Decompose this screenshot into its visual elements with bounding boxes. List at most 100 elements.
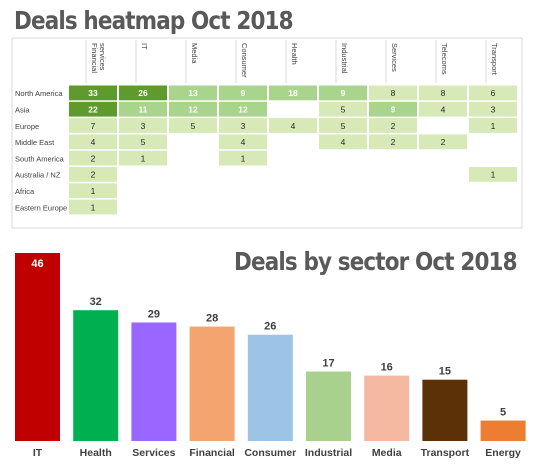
bar-value-label: 17 <box>322 358 334 370</box>
heatmap-col-label: IT <box>140 43 149 50</box>
bar-category-label: Transport <box>421 447 470 459</box>
heatmap-cell <box>369 134 417 150</box>
heatmap-cell <box>469 118 517 133</box>
heatmap-cell-value: 5 <box>341 121 346 131</box>
heatmap-chart: Financial services IT Media Consumer Health In… <box>11 37 523 229</box>
heatmap-cell <box>69 134 117 150</box>
heatmap-row-label: Europe <box>15 122 39 131</box>
heatmap-cell <box>369 101 417 117</box>
bar <box>73 310 119 441</box>
bar <box>15 253 60 441</box>
heatmap-cell <box>69 199 117 215</box>
heatmap-cell-value: 9 <box>241 88 246 98</box>
heatmap-row-label: South America <box>15 154 65 163</box>
heatmap-cell <box>469 167 517 182</box>
heatmap-cell <box>419 134 467 150</box>
heatmap-cell-value: 1 <box>491 170 496 180</box>
heatmap-cell-value: 4 <box>91 137 96 147</box>
heatmap-cell <box>319 101 367 117</box>
heatmap-cell-value: 1 <box>91 202 96 212</box>
bar-category-label: Media <box>372 447 402 459</box>
heatmap-cell-value: 2 <box>91 170 96 180</box>
heatmap-cell <box>119 101 167 117</box>
heatmap-cell-value: 1 <box>141 153 146 163</box>
heatmap-cell <box>369 118 417 133</box>
heatmap-row-label: Africa <box>15 187 35 196</box>
heatmap-cell-value: 8 <box>391 88 396 98</box>
heatmap-row-label: Asia <box>15 105 30 114</box>
heatmap-cell-value: 7 <box>91 121 96 131</box>
heatmap-title: Deals heatmap Oct 2018 <box>14 6 294 35</box>
bar <box>189 326 235 441</box>
heatmap-cell <box>69 85 117 101</box>
heatmap-cell <box>419 85 467 101</box>
bar-value-label: 32 <box>90 296 102 308</box>
heatmap-cell <box>119 118 167 133</box>
heatmap-cell <box>269 85 317 101</box>
bar <box>247 334 293 441</box>
heatmap-cell-value: 1 <box>241 153 246 163</box>
heatmap-cell <box>69 167 117 182</box>
heatmap-col-label: Consumer <box>240 43 249 78</box>
heatmap-cell <box>469 85 517 101</box>
bar-value-label: 28 <box>206 313 218 325</box>
heatmap-cell <box>469 101 517 117</box>
bar-value-label: 29 <box>148 308 160 320</box>
heatmap-col-label: Industrial <box>340 43 349 74</box>
heatmap-col-label: Telecoms <box>440 43 449 75</box>
heatmap-cell-value: 5 <box>191 121 196 131</box>
heatmap-cell-value: 9 <box>341 88 346 98</box>
heatmap-row-label: Australia / NZ <box>15 171 61 180</box>
heatmap-cell-value: 8 <box>441 88 446 98</box>
heatmap-cell-value: 3 <box>141 121 146 131</box>
bar-category-label: Industrial <box>305 447 352 459</box>
heatmap-cell <box>269 118 317 133</box>
heatmap-cell-value: 9 <box>391 104 396 114</box>
bar-value-label: 46 <box>31 258 43 270</box>
heatmap-cell-value: 1 <box>491 121 496 131</box>
bar-category-label: Consumer <box>244 447 296 459</box>
heatmap-cell-value: 12 <box>188 104 198 114</box>
bar <box>131 322 177 441</box>
heatmap-cell <box>69 118 117 133</box>
heatmap-frame <box>11 37 523 229</box>
heatmap-cell-value: 4 <box>341 137 346 147</box>
heatmap-cell <box>319 134 367 150</box>
heatmap-cell-value: 11 <box>139 104 148 114</box>
heatmap-col-label: Media <box>190 43 199 64</box>
heatmap-row-label: Eastern Europe <box>15 203 67 212</box>
heatmap-cell <box>119 134 167 150</box>
bar-value-label: 5 <box>500 407 506 419</box>
heatmap-cell-value: 4 <box>241 137 246 147</box>
heatmap-cell-value: 5 <box>341 104 346 114</box>
heatmap-cell <box>169 85 217 101</box>
heatmap-row-label: North America <box>15 89 63 98</box>
bar-category-label: Health <box>80 447 112 459</box>
heatmap-col-label: Health <box>290 43 299 65</box>
heatmap-cell <box>169 101 217 117</box>
heatmap-cell <box>219 85 267 101</box>
heatmap-cell <box>169 118 217 133</box>
heatmap-cell-value: 12 <box>238 104 248 114</box>
heatmap-row-label: Middle East <box>15 138 55 147</box>
bar <box>422 379 468 441</box>
heatmap-cell-value: 4 <box>441 104 446 114</box>
heatmap-cell-value: 2 <box>391 121 396 131</box>
heatmap-cell-value: 5 <box>141 137 146 147</box>
heatmap-cell-value: 18 <box>288 88 298 98</box>
bar <box>306 371 351 441</box>
heatmap-cell <box>69 150 117 166</box>
heatmap-cell <box>119 85 167 101</box>
heatmap-cell <box>319 118 367 133</box>
heatmap-col-label: services <box>98 43 107 71</box>
heatmap-cell-value: 4 <box>291 121 296 131</box>
bar-chart-title: Deals by sector Oct 2018 <box>234 247 518 276</box>
bar-value-label: 26 <box>264 321 276 333</box>
heatmap-cell-value: 1 <box>91 186 96 196</box>
heatmap-cell-value: 2 <box>391 137 396 147</box>
heatmap-cell-value: 2 <box>441 137 446 147</box>
heatmap-cell <box>369 85 417 101</box>
heatmap-cell <box>69 101 117 117</box>
heatmap-col-label: Transport <box>490 43 499 76</box>
heatmap-cell-value: 2 <box>91 153 96 163</box>
